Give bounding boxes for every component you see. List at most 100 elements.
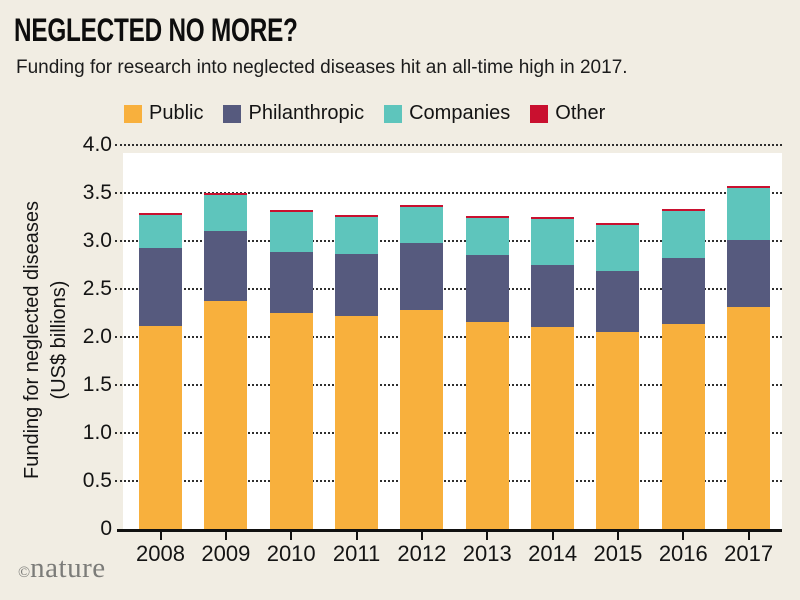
bar-segment-2008-other [139, 213, 182, 215]
legend-swatch-icon [223, 104, 242, 123]
bar-segment-2015-other [596, 223, 639, 225]
x-tick-label-2015: 2015 [593, 541, 643, 566]
bar-segment-2017-philanthropic [727, 240, 770, 307]
x-tick-label-2014: 2014 [528, 541, 578, 566]
gridline-3.0 [115, 240, 782, 242]
x-tick-2009 [224, 532, 227, 540]
chart-title: NEGLECTED NO MORE? [14, 12, 298, 48]
legend-item-companies: Companies [384, 102, 510, 125]
legend-item-other: Other [530, 102, 605, 125]
bar-segment-2016-other [662, 209, 705, 211]
bar-segment-2015-public [596, 332, 639, 529]
bar-segment-2009-companies [204, 195, 247, 231]
y-axis-title-line2: (US$ billions) [48, 280, 70, 400]
bar-segment-2017-public [727, 307, 770, 529]
bar-segment-2014-public [531, 327, 574, 529]
x-tick-2016 [682, 532, 685, 540]
bar-segment-2010-companies [270, 212, 313, 252]
bar-segment-2016-companies [662, 211, 705, 258]
bar-segment-2017-other [727, 186, 770, 188]
y-tick-label-1.0: 1.0 [82, 421, 112, 444]
legend-swatch-icon [530, 104, 549, 123]
bar-segment-2014-philanthropic [531, 265, 574, 327]
bar-segment-2017-companies [727, 188, 770, 240]
gridline-0.5 [115, 480, 782, 482]
bar-segment-2010-public [270, 313, 313, 529]
x-tick-2011 [355, 532, 358, 540]
x-tick-label-2010: 2010 [266, 541, 316, 566]
bar-segment-2009-public [204, 301, 247, 529]
bar-segment-2012-public [400, 310, 443, 529]
x-tick-label-2017: 2017 [724, 541, 774, 566]
legend-label: Other [555, 102, 606, 124]
bar-segment-2013-companies [466, 218, 509, 255]
y-axis-title: Funding for neglected diseases (US$ bill… [19, 150, 73, 530]
y-tick-label-3.0: 3.0 [82, 229, 112, 252]
x-tick-2012 [420, 532, 423, 540]
nature-credit-logo: © nature [18, 552, 106, 585]
bar-segment-2012-companies [400, 207, 443, 243]
x-tick-label-2012: 2012 [397, 541, 447, 566]
x-tick-2017 [747, 532, 750, 540]
x-tick-2010 [290, 532, 293, 540]
legend-label: Companies [409, 102, 511, 124]
copyright-icon: © [18, 564, 31, 581]
bar-segment-2012-philanthropic [400, 243, 443, 310]
y-tick-label-1.5: 1.5 [82, 373, 112, 396]
bar-segment-2016-public [662, 324, 705, 529]
bar-segment-2011-companies [335, 217, 378, 254]
credit-name: nature [30, 552, 106, 584]
bar-segment-2014-other [531, 217, 574, 219]
x-tick-label-2009: 2009 [201, 541, 251, 566]
bar-segment-2008-public [139, 326, 182, 529]
legend-swatch-icon [384, 104, 403, 123]
legend-item-philanthropic: Philanthropic [223, 102, 364, 125]
y-tick-label-2.0: 2.0 [82, 325, 112, 348]
legend-item-public: Public [124, 102, 203, 125]
bar-segment-2010-philanthropic [270, 252, 313, 313]
gridline-4.0 [115, 144, 782, 146]
bar-segment-2011-public [335, 316, 378, 529]
x-axis-line [117, 528, 782, 532]
y-tick-label-4.0: 4.0 [82, 133, 112, 156]
bar-segment-2012-other [400, 205, 443, 207]
bar-segment-2013-public [466, 322, 509, 529]
legend: Public Philanthropic Companies Other [124, 102, 605, 125]
y-tick-label-2.5: 2.5 [82, 277, 112, 300]
x-tick-2014 [551, 532, 554, 540]
bar-segment-2016-philanthropic [662, 258, 705, 324]
bar-segment-2010-other [270, 210, 313, 212]
y-tick-label-0.5: 0.5 [82, 469, 112, 492]
x-tick-label-2016: 2016 [658, 541, 708, 566]
bar-segment-2014-companies [531, 219, 574, 265]
bar-segment-2015-philanthropic [596, 271, 639, 332]
bar-segment-2009-philanthropic [204, 231, 247, 301]
bar-segment-2008-philanthropic [139, 248, 182, 326]
gridline-1.5 [115, 384, 782, 386]
bar-segment-2015-companies [596, 225, 639, 271]
chart-subtitle: Funding for research into neglected dise… [16, 57, 628, 78]
legend-swatch-icon [124, 104, 142, 123]
legend-label: Philanthropic [248, 102, 365, 124]
x-tick-label-2008: 2008 [136, 541, 185, 566]
gridline-2.0 [115, 336, 782, 338]
legend-label: Public [149, 102, 204, 124]
x-tick-2015 [616, 532, 619, 540]
y-tick-label-0: 0 [100, 517, 112, 540]
y-tick-label-3.5: 3.5 [82, 181, 112, 204]
bar-segment-2011-philanthropic [335, 254, 378, 316]
bar-segment-2011-other [335, 215, 378, 217]
gridline-1.0 [115, 432, 782, 434]
bar-segment-2013-philanthropic [466, 255, 509, 322]
bar-segment-2013-other [466, 216, 509, 218]
gridline-3.5 [115, 192, 782, 194]
bar-segment-2009-other [204, 193, 247, 195]
x-tick-label-2013: 2013 [462, 541, 512, 566]
bar-segment-2008-companies [139, 215, 182, 248]
gridline-2.5 [115, 288, 782, 290]
x-tick-label-2011: 2011 [332, 541, 381, 566]
y-axis-title-line1: Funding for neglected diseases [21, 201, 43, 479]
x-tick-2008 [159, 532, 162, 540]
x-tick-2013 [486, 532, 489, 540]
